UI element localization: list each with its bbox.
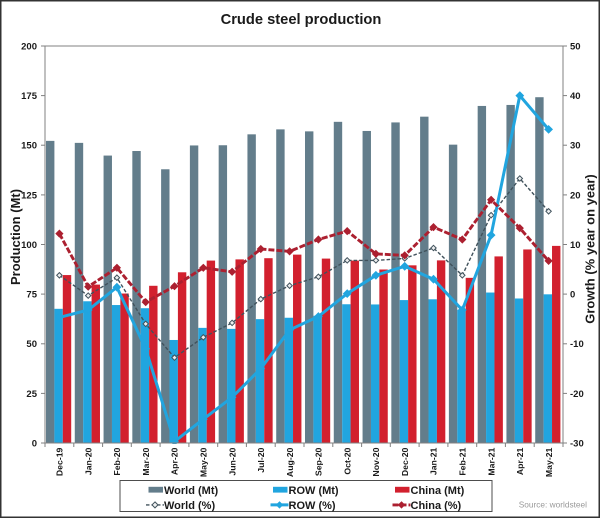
- svg-text:100: 100: [21, 240, 37, 251]
- svg-text:50: 50: [570, 41, 581, 52]
- svg-text:Jan-20: Jan-20: [83, 447, 93, 475]
- svg-text:-20: -20: [570, 389, 584, 400]
- svg-text:Apr-21: Apr-21: [515, 447, 525, 475]
- svg-text:10: 10: [570, 240, 581, 251]
- svg-text:Sep-20: Sep-20: [314, 447, 324, 476]
- svg-text:125: 125: [21, 190, 38, 201]
- svg-text:ROW (Mt): ROW (Mt): [289, 485, 339, 497]
- svg-text:Production (Mt): Production (Mt): [8, 189, 23, 285]
- svg-text:World (Mt): World (Mt): [164, 485, 219, 497]
- svg-text:Dec-20: Dec-20: [400, 447, 410, 476]
- svg-text:175: 175: [21, 91, 38, 102]
- svg-text:May-21: May-21: [544, 447, 554, 477]
- svg-text:Feb-21: Feb-21: [458, 447, 468, 475]
- svg-text:ROW (%): ROW (%): [289, 500, 336, 512]
- svg-text:Aug-20: Aug-20: [285, 447, 295, 477]
- svg-text:World (%): World (%): [164, 500, 215, 512]
- svg-text:China (%): China (%): [411, 500, 462, 512]
- svg-text:Crude steel production: Crude steel production: [221, 12, 382, 28]
- svg-text:Feb-20: Feb-20: [112, 447, 122, 475]
- svg-text:50: 50: [26, 339, 37, 350]
- svg-text:40: 40: [570, 91, 581, 102]
- svg-text:20: 20: [570, 190, 581, 201]
- svg-text:Mar-20: Mar-20: [141, 447, 151, 475]
- svg-text:75: 75: [26, 290, 37, 301]
- svg-text:0: 0: [570, 290, 575, 301]
- svg-text:Dec-19: Dec-19: [55, 447, 65, 476]
- svg-text:Nov-20: Nov-20: [371, 447, 381, 476]
- svg-text:Jan-21: Jan-21: [429, 447, 439, 475]
- svg-text:Jul-20: Jul-20: [256, 447, 266, 472]
- svg-text:Oct-20: Oct-20: [342, 447, 352, 474]
- svg-text:Jun-20: Jun-20: [227, 447, 237, 475]
- svg-text:200: 200: [21, 41, 37, 52]
- svg-text:150: 150: [21, 141, 37, 152]
- svg-text:Growth (% year on year): Growth (% year on year): [583, 174, 598, 324]
- svg-text:Mar-21: Mar-21: [486, 447, 496, 475]
- svg-text:May-20: May-20: [199, 447, 209, 477]
- svg-text:Apr-20: Apr-20: [170, 447, 180, 475]
- svg-text:-30: -30: [570, 438, 584, 449]
- svg-text:0: 0: [32, 438, 37, 449]
- svg-text:25: 25: [26, 389, 37, 400]
- svg-text:-10: -10: [570, 339, 584, 350]
- svg-text:China (Mt): China (Mt): [411, 485, 465, 497]
- svg-text:30: 30: [570, 141, 581, 152]
- svg-text:Source: worldsteel: Source: worldsteel: [519, 500, 587, 510]
